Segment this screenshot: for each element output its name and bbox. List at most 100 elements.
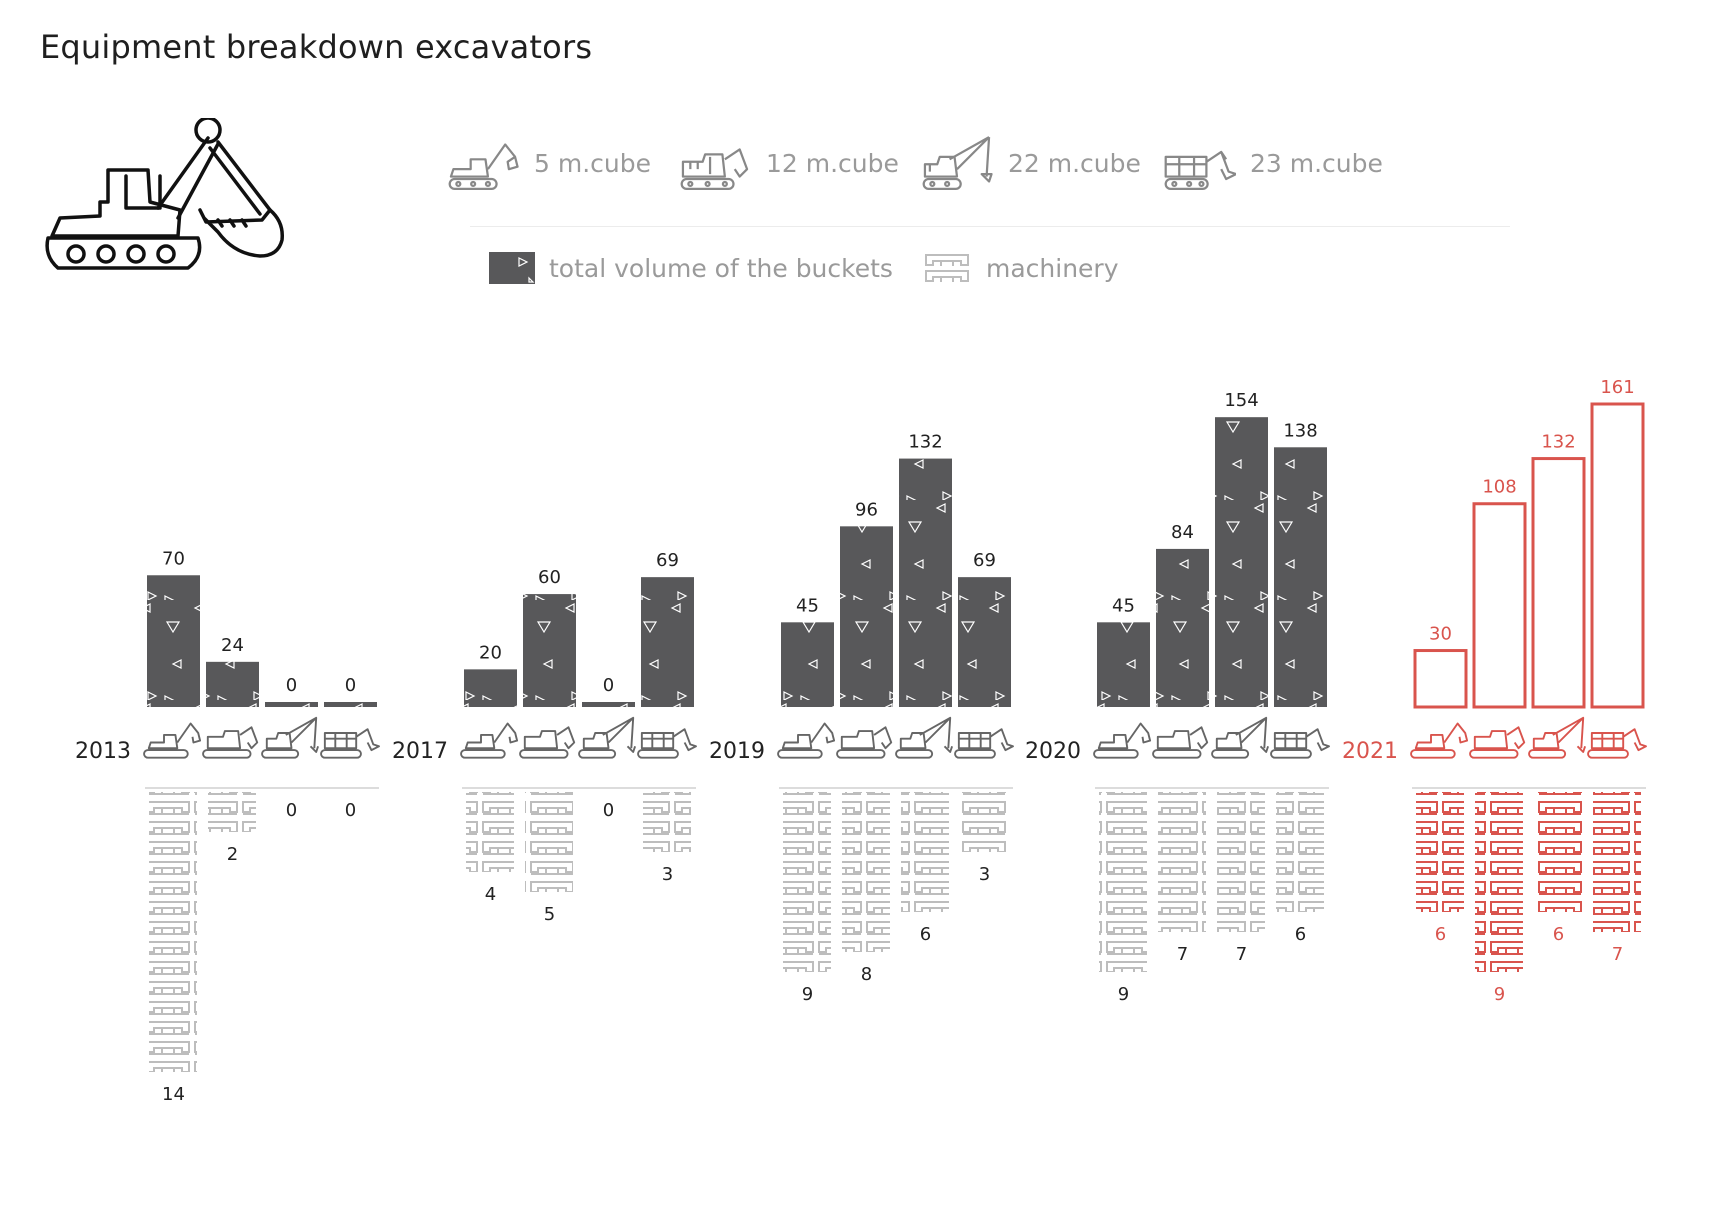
legend-label-23-mcube: 23 m.cube [1250, 148, 1383, 178]
machinery-track-2020-3 [1276, 792, 1324, 912]
volume-value-label: 84 [1171, 522, 1194, 543]
machinery-track-2013-0 [149, 792, 197, 1072]
machinery-value-label: 6 [1435, 924, 1446, 945]
volume-bar-2019-0 [781, 622, 834, 707]
volume-bar-2020-2 [1215, 417, 1268, 707]
volume-bar-2013-3 [324, 702, 377, 707]
excavator-shovel-icon [680, 148, 749, 191]
excavator-shovel-icon [836, 726, 893, 759]
excavator-dragline-icon-shape [1528, 716, 1587, 759]
excavator-shovel-icon-shape [836, 726, 893, 759]
machinery-value-label: 7 [1236, 944, 1247, 965]
volume-bar-2017-3 [641, 577, 694, 707]
volume-bar-2019-3 [958, 577, 1011, 707]
machinery-track-2017-3 [643, 792, 691, 852]
equipment-chart: 2013701424200002017204605006932019459968… [75, 377, 1647, 1105]
excavator-small-icon-shape [1410, 722, 1469, 759]
volume-bar-2020-0 [1097, 622, 1150, 707]
machinery-value-label: 7 [1612, 944, 1623, 965]
machinery-track-2019-0 [783, 792, 831, 972]
volume-bar-2020-1 [1156, 548, 1209, 707]
volume-bar-2017-2 [582, 702, 635, 707]
volume-value-label: 45 [1112, 595, 1135, 616]
machinery-value-label: 6 [1295, 924, 1306, 945]
volume-bar-2021-3 [1590, 402, 1645, 709]
excavator-dragline-icon [261, 716, 320, 759]
volume-value-label: 0 [286, 675, 297, 696]
excavator-small-icon [448, 143, 519, 191]
machinery-value-label: 9 [802, 984, 813, 1005]
chart-title: Equipment breakdown excavators [40, 28, 593, 66]
legend: 5 m.cube 12 m.cube 22 m.cube [448, 132, 1530, 292]
volume-value-label: 70 [162, 548, 185, 569]
machinery-value-label: 2 [227, 844, 238, 865]
volume-value-label: 24 [221, 635, 244, 656]
excavator-large-icon [1164, 150, 1236, 191]
excavator-large-icon [1587, 728, 1647, 759]
machinery-track-2013-1 [208, 792, 256, 832]
legend-item-5-mcube: 5 m.cube [446, 132, 651, 194]
machinery-value-label: 9 [1118, 984, 1129, 1005]
volume-value-label: 60 [538, 567, 561, 588]
excavator-dragline-icon-shape [895, 716, 954, 759]
excavator-small-icon-shape [1093, 722, 1152, 759]
excavator-dragline-icon-shape [1211, 716, 1270, 759]
excavator-large-icon [954, 728, 1014, 759]
excavator-shovel-icon-shape [1152, 726, 1209, 759]
excavator-shovel-icon-shape [519, 726, 576, 759]
volume-bar-2019-2 [899, 458, 952, 707]
machinery-value-label: 4 [485, 884, 496, 905]
excavator-shovel-icon [519, 726, 576, 759]
machinery-track-2021-0 [1416, 792, 1464, 912]
excavator-shovel-icon-shape [1469, 726, 1526, 759]
excavator-large-icon-shape [1587, 728, 1647, 759]
volume-value-label: 108 [1482, 477, 1516, 498]
machinery-value-label: 7 [1177, 944, 1188, 965]
volume-bar-2013-1 [206, 661, 259, 707]
machinery-track-2021-1 [1475, 792, 1523, 972]
legend-item-machinery: machinery [922, 246, 1119, 290]
machinery-value-label: 0 [603, 800, 614, 821]
volume-bar-2017-0 [464, 669, 517, 707]
legend-item-volume: total volume of the buckets [489, 246, 893, 290]
excavator-large-icon [637, 728, 697, 759]
excavator-shovel-icon [1469, 726, 1526, 759]
machinery-value-label: 6 [1553, 924, 1564, 945]
legend-label-volume: total volume of the buckets [549, 253, 893, 283]
year-label-2021: 2021 [1342, 739, 1398, 764]
volume-value-label: 69 [656, 550, 679, 571]
volume-value-label: 69 [973, 550, 996, 571]
volume-value-label: 0 [345, 675, 356, 696]
volume-value-label: 20 [479, 642, 502, 663]
excavator-small-icon [1410, 722, 1469, 759]
volume-value-label: 132 [1541, 432, 1575, 453]
machinery-track-2017-0 [466, 792, 514, 872]
excavator-large-icon-shape [1270, 728, 1330, 759]
volume-bar-2021-2 [1531, 457, 1586, 709]
machinery-value-label: 14 [162, 1084, 185, 1105]
excavator-shovel-icon [202, 726, 259, 759]
year-label-2013: 2013 [75, 739, 131, 764]
excavator-dragline-icon [1528, 716, 1587, 759]
excavator-dragline-icon [1211, 716, 1270, 759]
machinery-track-2020-2 [1217, 792, 1265, 932]
machinery-track-2017-1 [525, 792, 573, 892]
excavator-large-icon [1270, 728, 1330, 759]
excavator-dragline-icon-shape [578, 716, 637, 759]
volume-bar-2020-3 [1274, 447, 1327, 707]
legend-label-22-mcube: 22 m.cube [1008, 148, 1141, 178]
excavator-small-icon-shape [460, 722, 519, 759]
volume-bar-2021-0 [1413, 649, 1468, 709]
volume-value-label: 96 [855, 499, 878, 520]
excavator-shovel-icon [1152, 726, 1209, 759]
machinery-value-label: 0 [345, 800, 356, 821]
machinery-value-label: 6 [920, 924, 931, 945]
excavator-large-icon [320, 728, 380, 759]
machinery-value-label: 9 [1494, 984, 1505, 1005]
excavator-dragline-icon [922, 136, 993, 191]
machinery-track-2019-2 [901, 792, 949, 912]
legend-label-machinery: machinery [986, 253, 1119, 283]
excavator-shovel-icon-shape [202, 726, 259, 759]
machinery-value-label: 3 [979, 864, 990, 885]
volume-bar-2017-1 [523, 594, 576, 707]
